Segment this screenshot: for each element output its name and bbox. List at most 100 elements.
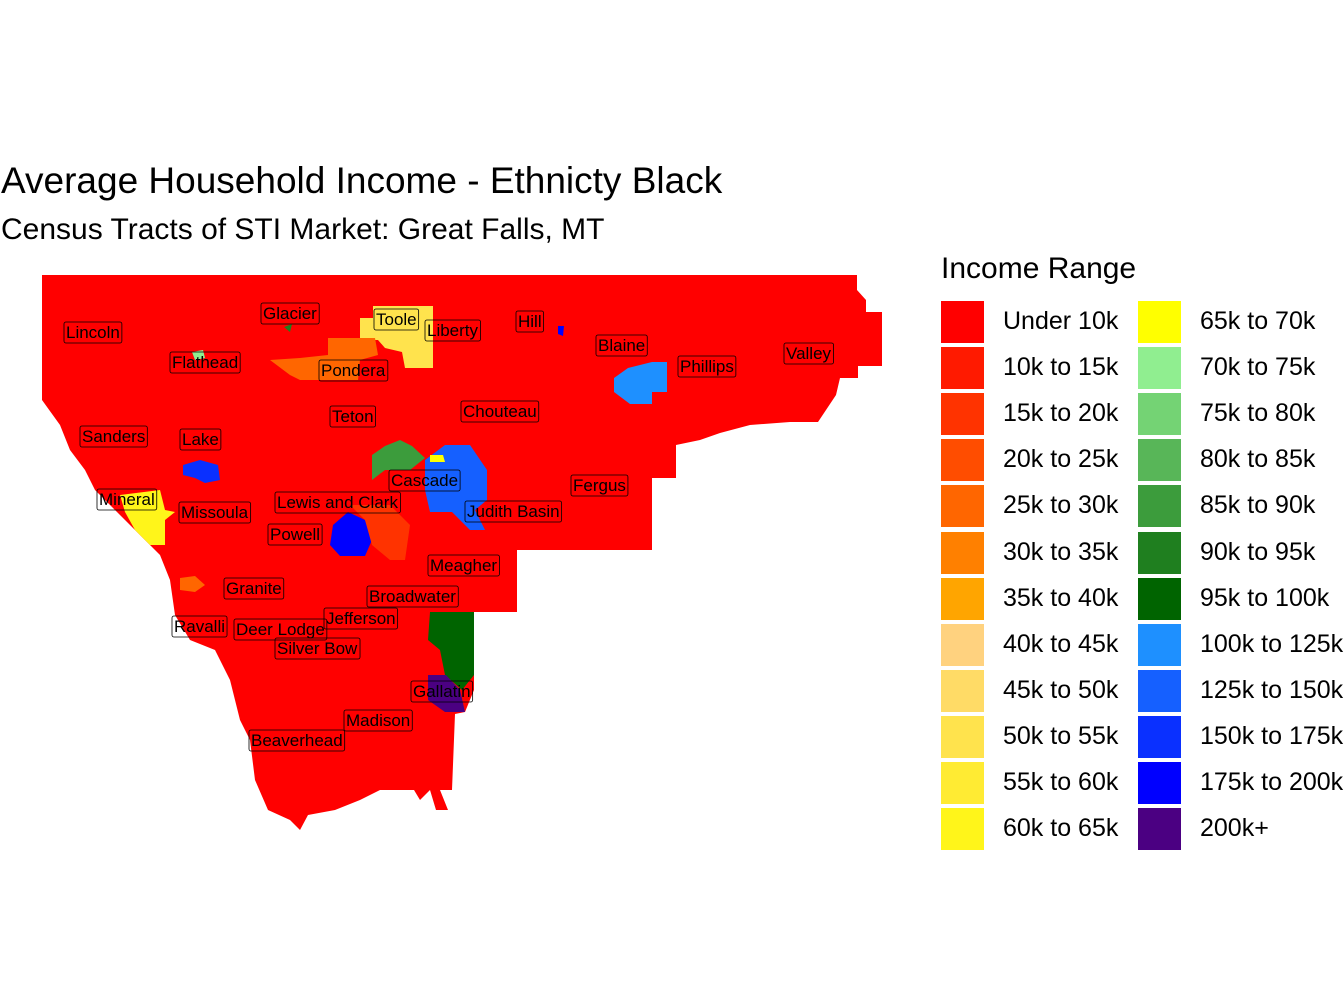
legend-label: 35k to 40k xyxy=(1003,583,1119,612)
county-label-box xyxy=(570,474,629,497)
legend-label: 90k to 95k xyxy=(1200,537,1316,566)
tract-patch xyxy=(558,326,564,336)
county-label: Sanders xyxy=(82,427,145,446)
tract-patch xyxy=(330,512,372,556)
legend-swatch xyxy=(941,808,984,851)
county-label-box xyxy=(274,637,361,660)
tract-patch xyxy=(120,490,175,545)
legend-label: 15k to 20k xyxy=(1003,399,1119,428)
county-label-box xyxy=(373,308,420,331)
legend-label: 85k to 90k xyxy=(1200,491,1316,520)
legend-label: 65k to 70k xyxy=(1200,307,1316,335)
county-label-box xyxy=(427,554,500,577)
county-label: Hill xyxy=(518,312,542,331)
county-label-box xyxy=(595,334,648,357)
legend-label: 175k to 200k xyxy=(1200,768,1344,796)
county-label: Teton xyxy=(332,407,374,426)
county-label: Broadwater xyxy=(369,587,456,606)
legend-title: Income Range xyxy=(941,252,1137,285)
tract-patch xyxy=(428,675,465,712)
county-label-box xyxy=(267,523,323,546)
county-label: Lewis and Clark xyxy=(277,493,398,512)
legend-swatch xyxy=(941,577,984,620)
legend-label: 125k to 150k xyxy=(1200,675,1344,704)
county-label-box xyxy=(79,425,148,448)
county-label: Judith Basin xyxy=(467,502,560,521)
county-label: Blaine xyxy=(598,336,645,355)
tract-patches xyxy=(120,306,667,712)
tract-patch xyxy=(183,460,220,483)
county-label: Flathead xyxy=(172,353,238,372)
county-label-box xyxy=(260,302,320,325)
tract-patch xyxy=(284,324,292,332)
tract-patch xyxy=(430,455,445,462)
legend-label: 10k to 15k xyxy=(1003,353,1119,382)
legend-label: 80k to 85k xyxy=(1200,445,1316,474)
county-label-box xyxy=(169,351,241,374)
tract-patch xyxy=(372,440,425,480)
legend-swatch xyxy=(941,762,984,804)
county-label-box xyxy=(410,680,474,703)
county-label-box xyxy=(318,359,389,382)
county-label-box xyxy=(323,607,399,630)
county-label: Cascade xyxy=(391,471,458,490)
county-label-box xyxy=(343,709,413,732)
county-label-box xyxy=(178,501,252,524)
tract-patch xyxy=(360,306,433,368)
legend-swatch xyxy=(941,669,984,712)
county-label-box xyxy=(388,469,461,492)
county-label-box xyxy=(63,321,123,344)
county-label-box xyxy=(329,405,376,428)
county-label: Granite xyxy=(226,579,282,598)
county-label: Missoula xyxy=(181,503,249,522)
county-label-box xyxy=(248,729,346,752)
legend-swatch xyxy=(1138,347,1181,390)
legend-swatch xyxy=(941,439,984,482)
county-label-box xyxy=(233,618,328,641)
map-subtitle: Census Tracts of STI Market: Great Falls… xyxy=(1,213,605,246)
legend-swatch xyxy=(941,623,984,666)
county-label: Mineral xyxy=(99,490,155,509)
tract-patch xyxy=(180,576,205,592)
county-label: Silver Bow xyxy=(277,639,358,658)
tract-patch xyxy=(425,445,487,530)
legend-label: 70k to 75k xyxy=(1200,353,1316,382)
legend-label: 150k to 175k xyxy=(1200,721,1344,750)
legend-swatch xyxy=(1138,531,1181,574)
tract-patch xyxy=(428,612,474,690)
county-label-box xyxy=(366,585,459,608)
county-label-box xyxy=(460,400,540,423)
legend-swatch xyxy=(1138,485,1181,528)
county-label-box xyxy=(464,500,563,523)
county-label: Phillips xyxy=(680,357,734,376)
county-label: Lincoln xyxy=(66,323,120,342)
map-title: Average Household Income - Ethnicty Blac… xyxy=(1,160,723,201)
legend-swatch xyxy=(1138,439,1181,482)
county-label: Lake xyxy=(182,430,219,449)
choropleth-map: Lincoln Glacier Toole Liberty Hill Blaine Phil… xyxy=(42,275,882,830)
legend-label: 200k+ xyxy=(1200,814,1269,843)
county-label: Jefferson xyxy=(326,609,396,628)
county-label: Beaverhead xyxy=(251,731,343,750)
county-label-box xyxy=(783,342,834,365)
county-label: Toole xyxy=(376,310,417,329)
legend-label: 95k to 100k xyxy=(1200,583,1330,612)
county-label-box xyxy=(424,319,481,342)
county-label: Glacier xyxy=(263,304,317,323)
county-label: Powell xyxy=(270,525,320,544)
legend-label: 75k to 80k xyxy=(1200,399,1316,428)
legend-label: Under 10k xyxy=(1003,307,1119,335)
tract-patch xyxy=(192,350,205,360)
legend-label: 55k to 60k xyxy=(1003,768,1119,796)
county-labels: Lincoln Glacier Toole Liberty Hill Blaine Phil… xyxy=(63,302,834,752)
legend-swatch xyxy=(941,485,984,528)
legend-swatch xyxy=(941,531,984,574)
legend-label: 25k to 30k xyxy=(1003,491,1119,520)
county-label: Meagher xyxy=(430,556,497,575)
legend-label: 20k to 25k xyxy=(1003,445,1119,474)
county-label: Valley xyxy=(786,344,832,363)
legend-label: 30k to 35k xyxy=(1003,537,1119,566)
legend-swatch xyxy=(1138,301,1181,343)
legend-label: 60k to 65k xyxy=(1003,814,1119,843)
